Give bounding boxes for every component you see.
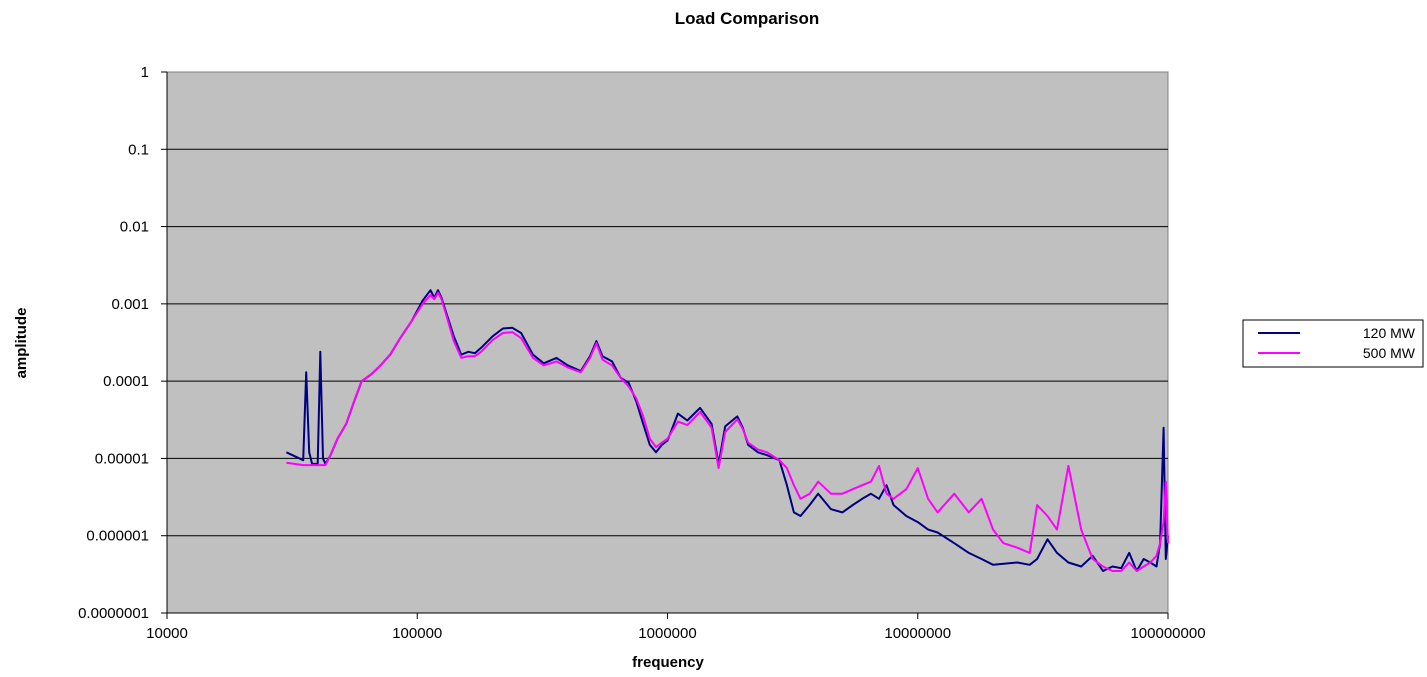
x-tick-label: 100000 [392, 625, 442, 642]
y-tick-label: 0.01 [120, 219, 149, 236]
x-tick-label: 1000000 [638, 625, 696, 642]
legend: 120 MW 500 MW [1242, 319, 1424, 368]
y-tick-label: 0.001 [111, 296, 149, 313]
y-tick-labels: 1 0.1 0.01 0.001 0.0001 0.00001 0.000001 0.0000… [78, 64, 1168, 622]
x-axis-label: frequency [632, 654, 704, 671]
x-tick-label: 10000 [146, 625, 188, 642]
x-tick-label: 10000000 [884, 625, 951, 642]
y-tick-label: 1 [141, 64, 149, 81]
y-axis-label: amplitude [13, 308, 30, 379]
y-tick-label: 0.1 [128, 141, 149, 158]
legend-label: 120 MW [1363, 325, 1416, 341]
y-gridlines [167, 148, 1168, 537]
y-tick-label: 0.00001 [95, 450, 149, 467]
series-line-2 [286, 291, 1169, 572]
y-tick-label: 0.000001 [86, 528, 149, 545]
plot-area [166, 71, 1169, 614]
x-tick-label: 100000000 [1130, 625, 1205, 642]
y-tick-label: 0.0000001 [78, 605, 149, 622]
legend-box [1242, 319, 1424, 368]
y-tick-label: 0.0001 [103, 373, 149, 390]
series-lines [285, 289, 1169, 572]
x-tick-labels: 10000 100000 1000000 10000000 100000000 [146, 613, 1206, 642]
chart-title: Load Comparison [675, 9, 820, 28]
legend-label: 500 MW [1363, 345, 1416, 361]
